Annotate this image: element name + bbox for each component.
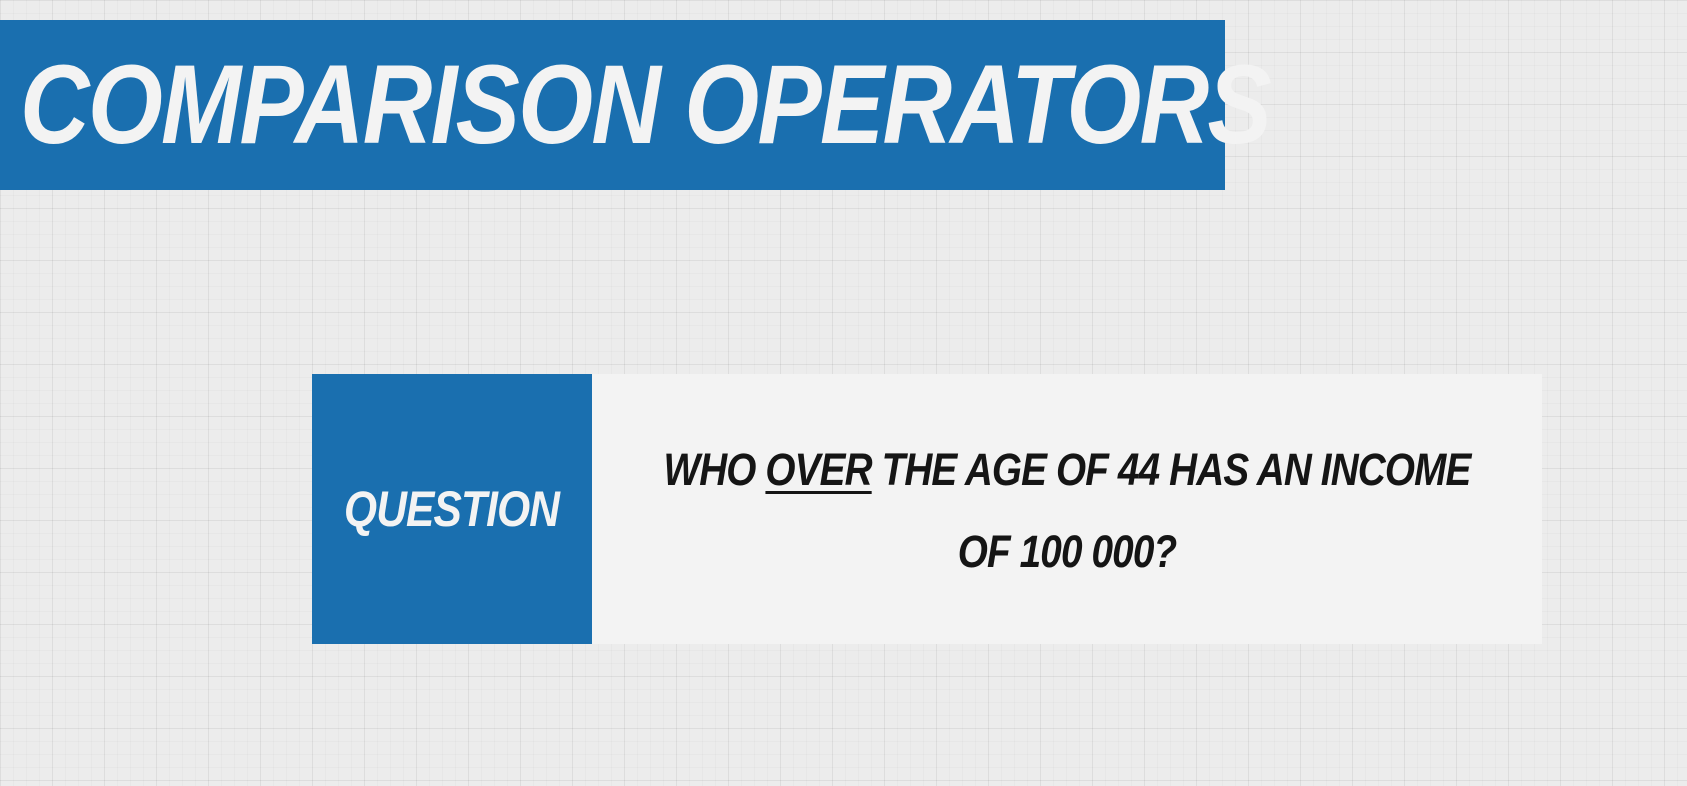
- slide-title: COMPARISON OPERATORS: [20, 42, 1272, 167]
- title-banner: COMPARISON OPERATORS: [0, 20, 1272, 190]
- question-text-box: WHO OVER THE AGE OF 44 HAS AN INCOME OF …: [592, 374, 1542, 644]
- question-text: WHO OVER THE AGE OF 44 HAS AN INCOME OF …: [659, 429, 1476, 593]
- question-emphasis: OVER: [765, 444, 872, 495]
- question-text-part1: WHO: [663, 444, 766, 495]
- question-label: QUESTION: [344, 481, 560, 537]
- question-card: QUESTION WHO OVER THE AGE OF 44 HAS AN I…: [312, 374, 1542, 644]
- question-label-box: QUESTION: [312, 374, 592, 644]
- question-text-part2: THE AGE OF 44 HAS AN INCOME OF 100 000?: [871, 444, 1472, 577]
